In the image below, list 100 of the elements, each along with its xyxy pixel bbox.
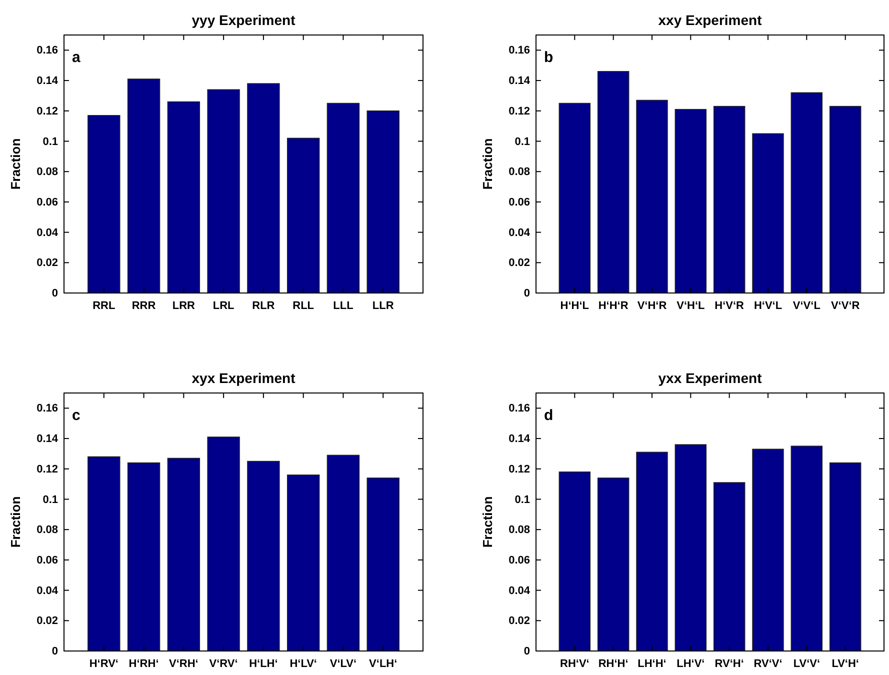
x-tick-label: RH‘H‘ (598, 658, 628, 670)
y-tick-label: 0.12 (508, 105, 530, 118)
x-tick-label: LRR (172, 300, 196, 312)
y-tick-label: 0 (524, 288, 530, 300)
y-tick-label: 0.12 (508, 463, 530, 476)
x-tick-label: LLL (333, 300, 354, 312)
chart-title: xyx Experiment (192, 370, 296, 386)
y-tick-label: 0.08 (36, 524, 58, 536)
x-tick-label: H‘LH‘ (249, 658, 278, 670)
chart-title: yxx Experiment (658, 370, 762, 386)
bar (286, 474, 320, 652)
y-tick-label: 0.14 (508, 433, 531, 446)
bar (713, 482, 746, 652)
bar (674, 108, 707, 294)
y-axis-title: Fraction (480, 138, 495, 190)
bar (636, 100, 668, 294)
bar (674, 444, 707, 652)
x-tick-label: LH‘V‘ (676, 658, 705, 670)
y-tick-label: 0.16 (36, 44, 58, 57)
bar (88, 456, 120, 652)
y-tick-label: 0.14 (36, 433, 59, 446)
x-tick-label: V‘H‘L (676, 300, 705, 312)
chart-title: xxy Experiment (658, 12, 762, 28)
bar (326, 102, 360, 294)
x-tick-label: H‘RH‘ (128, 658, 159, 670)
bar (636, 452, 668, 652)
chart-title: yyy Experiment (192, 12, 296, 28)
y-tick-label: 0.12 (36, 463, 58, 476)
x-tick-label: RRR (132, 300, 156, 312)
y-tick-label: 0.08 (508, 166, 530, 178)
bar (790, 446, 823, 652)
y-tick-label: 0.12 (36, 105, 58, 118)
annotation: b (544, 49, 554, 66)
bar (366, 478, 400, 652)
x-tick-label: H‘V‘L (754, 300, 782, 312)
bar (752, 133, 784, 294)
x-tick-label: RRL (92, 300, 116, 312)
y-tick-label: 0.1 (514, 136, 530, 148)
x-tick-label: V‘V‘L (792, 300, 821, 312)
bar (713, 106, 746, 294)
y-tick-label: 0.06 (508, 196, 530, 208)
y-tick-label: 0.04 (36, 226, 59, 239)
x-tick-label: V‘H‘R (637, 300, 667, 312)
y-tick-label: 0.04 (508, 226, 531, 239)
x-tick-label: LV‘H‘ (832, 658, 859, 670)
bar (167, 458, 200, 652)
x-tick-label: V‘LH‘ (369, 658, 398, 670)
y-tick-label: 0.08 (36, 166, 58, 178)
x-tick-label: RH‘V‘ (560, 658, 590, 670)
x-tick-label: H‘H‘R (598, 300, 628, 312)
x-tick-label: RLR (252, 300, 275, 312)
bar (558, 102, 591, 294)
bar (127, 462, 160, 652)
bar (558, 472, 591, 652)
bar (366, 110, 400, 294)
y-tick-label: 0.16 (36, 402, 58, 415)
y-tick-label: 0.08 (508, 524, 530, 536)
x-tick-label: H‘V‘R (714, 300, 744, 312)
x-tick-label: V‘V‘R (830, 300, 860, 312)
y-tick-label: 0.1 (42, 136, 58, 148)
x-tick-label: V‘RV‘ (209, 658, 238, 670)
bar (829, 462, 862, 652)
y-tick-label: 0.14 (508, 75, 531, 88)
y-tick-label: 0 (52, 288, 58, 300)
y-tick-label: 0.02 (36, 615, 58, 628)
x-tick-label: LH‘H‘ (638, 658, 666, 670)
y-tick-label: 0.06 (508, 554, 530, 566)
bar (247, 460, 280, 652)
x-tick-label: RV‘H‘ (714, 658, 744, 670)
bar (790, 92, 823, 294)
y-tick-label: 0 (524, 646, 530, 658)
y-tick-label: 0.06 (36, 554, 58, 566)
y-tick-label: 0.06 (36, 196, 58, 208)
bar (167, 101, 200, 294)
annotation: d (544, 407, 554, 424)
y-tick-label: 0.16 (508, 44, 530, 57)
x-tick-label: LLR (372, 300, 394, 312)
bar (247, 83, 280, 294)
y-tick-label: 0.02 (508, 615, 530, 628)
bar (286, 138, 320, 294)
bar (752, 448, 784, 652)
bar (207, 89, 240, 294)
annotation: a (72, 49, 81, 66)
bar (127, 78, 160, 294)
y-tick-label: 0.1 (42, 494, 58, 506)
x-tick-label: LV‘V‘ (793, 658, 820, 670)
x-tick-label: V‘RH‘ (168, 658, 198, 670)
bar (597, 71, 630, 294)
bar (88, 115, 120, 294)
y-tick-label: 0 (52, 646, 58, 658)
y-axis-title: Fraction (480, 496, 495, 548)
x-tick-label: RV‘V‘ (754, 658, 782, 670)
y-tick-label: 0.14 (36, 75, 59, 88)
y-tick-label: 0.02 (36, 257, 58, 270)
x-tick-label: H‘H‘L (560, 300, 590, 312)
y-tick-label: 0.02 (508, 257, 530, 270)
x-tick-label: H‘RV‘ (89, 658, 118, 670)
annotation: c (72, 407, 80, 424)
y-tick-label: 0.04 (508, 584, 531, 597)
y-tick-label: 0.04 (36, 584, 59, 597)
